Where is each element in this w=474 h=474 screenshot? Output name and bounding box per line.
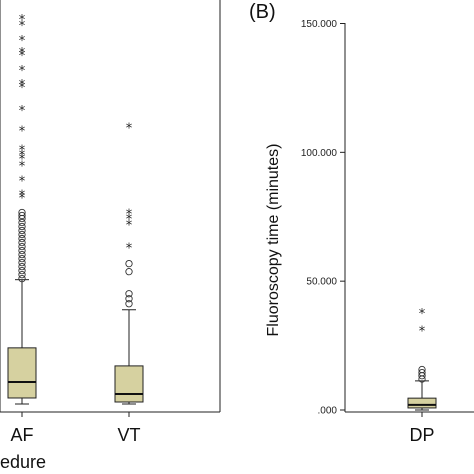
- af-outlier-circle: [18, 226, 26, 235]
- vt-outlier-circle: [125, 300, 133, 308]
- af-outlier-circle: [18, 246, 26, 255]
- panel-b-plot: (B) Fluoroscopy time (minutes) .000 50.00…: [249, 1, 474, 445]
- af-outlier-star: *: [19, 143, 26, 158]
- af-outlier-circle: [18, 208, 26, 217]
- category-vt-label: VT: [117, 425, 140, 445]
- vt-outlier-star: *: [126, 219, 133, 234]
- vt-box: [114, 365, 144, 403]
- vt-outlier-star: *: [126, 208, 133, 223]
- af-outlier-circle: [18, 250, 26, 259]
- dp-outlier-circle: [418, 365, 426, 374]
- dp-outlier-star: *: [419, 324, 426, 339]
- vt-outlier-circle: [125, 259, 133, 268]
- af-outlier-star: *: [19, 148, 26, 163]
- af-outlier-circle: [18, 242, 26, 251]
- af-outlier-star: *: [19, 159, 26, 174]
- af-outlier-circle: [18, 211, 26, 220]
- af-outlier-star: *: [19, 104, 26, 119]
- af-box: [7, 347, 37, 399]
- vt-outlier-star: *: [126, 121, 133, 136]
- vt-outlier-circle: [125, 295, 133, 303]
- dp-box: [407, 397, 437, 409]
- af-outlier-star: *: [19, 191, 26, 206]
- dp-outlier-circle: [418, 368, 426, 377]
- af-outlier-star: *: [19, 19, 26, 34]
- af-outlier-circle: [18, 262, 26, 271]
- af-outlier-star: *: [19, 46, 26, 61]
- category-af-label: AF: [10, 425, 33, 445]
- af-outlier-star: *: [19, 49, 26, 64]
- af-outlier-star: *: [19, 152, 26, 167]
- category-dp-label: DP: [409, 425, 434, 445]
- vt-outlier-circle: [125, 268, 133, 276]
- dp-outlier-star: *: [419, 307, 426, 322]
- y-tick-label: 50.000: [306, 277, 337, 288]
- af-outlier-circle: [18, 234, 26, 243]
- af-outlier-circle: [18, 238, 26, 247]
- af-outlier-circle: [18, 267, 26, 275]
- af-outlier-star: *: [19, 13, 26, 28]
- af-outlier-circle: [18, 254, 26, 263]
- y-tick-label: 100.000: [301, 148, 338, 159]
- af-outlier-circle: [18, 271, 26, 279]
- af-outlier-circle: [18, 222, 26, 231]
- af-outlier-circle: [18, 258, 26, 267]
- af-outlier-star: *: [19, 81, 26, 96]
- y-tick-label: 150.000: [301, 19, 338, 30]
- af-outlier-star: *: [19, 188, 26, 203]
- panel-b-letter: (B): [249, 1, 276, 23]
- af-outlier-circle: [18, 275, 26, 283]
- y-tick-label: .000: [318, 406, 338, 417]
- af-outlier-star: *: [19, 34, 26, 49]
- panel-a-plot: **********************AF VT edure: [0, 0, 221, 472]
- vt-outlier-star: *: [126, 242, 133, 257]
- vt-outlier-circle: [125, 290, 133, 298]
- panel-a-x-axis-label: edure: [0, 452, 46, 472]
- panel-b-y-axis-label: Fluoroscopy time (minutes): [265, 144, 282, 337]
- af-outlier-circle: [18, 218, 26, 227]
- af-outlier-star: *: [19, 124, 26, 139]
- vt-outlier-star: *: [126, 213, 133, 228]
- af-outlier-circle: [18, 230, 26, 239]
- af-outlier-star: *: [19, 78, 26, 93]
- af-outlier-star: *: [19, 174, 26, 189]
- af-outlier-star: *: [19, 64, 26, 79]
